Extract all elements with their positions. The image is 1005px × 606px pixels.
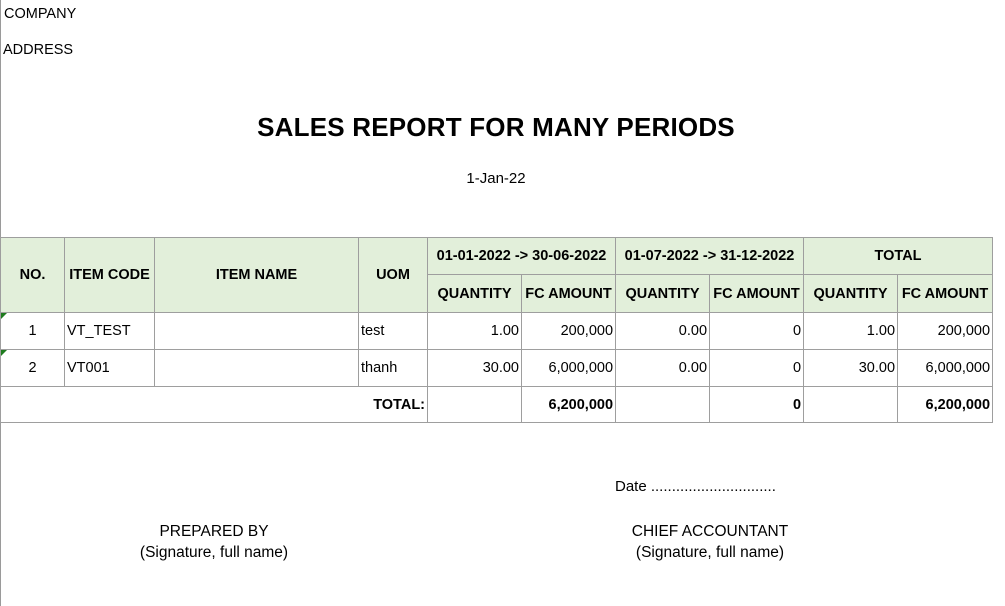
cell-p1-fc-amount[interactable]: 200,000 [520,312,617,350]
col-header-item-code[interactable]: ITEM CODE [64,237,155,313]
cell-no[interactable]: 1 [0,312,65,350]
prepared-by-signature-hint: (Signature, full name) [139,544,289,561]
totals-p2-fc-amount[interactable]: 0 [709,386,805,423]
col-header-period-1[interactable]: 01-01-2022 -> 30-06-2022 [426,237,617,275]
cell-p2-fc-amount[interactable]: 0 [709,312,805,350]
totals-label[interactable]: TOTAL: [0,386,428,423]
report-date: 1-Jan-22 [466,170,526,187]
table-row: 2 VT001 thanh 30.00 6,000,000 0.00 0 30.… [0,349,994,387]
cell-item-code[interactable]: VT_TEST [64,312,155,350]
cell-total-fc-amount[interactable]: 6,000,000 [897,349,994,387]
cell-uom[interactable]: thanh [358,349,428,387]
cell-no[interactable]: 2 [0,349,65,387]
cell-p1-fc-amount[interactable]: 6,000,000 [520,349,617,387]
totals-p1-quantity[interactable] [427,386,522,423]
col-header-no[interactable]: NO. [0,237,65,313]
cell-total-fc-amount[interactable]: 200,000 [897,312,994,350]
prepared-by-block: PREPARED BY (Signature, full name) [114,521,314,563]
col-header-uom[interactable]: UOM [358,237,428,313]
cell-total-quantity[interactable]: 30.00 [803,349,899,387]
cell-p2-quantity[interactable]: 0.00 [615,349,711,387]
table-row: 1 VT_TEST test 1.00 200,000 0.00 0 1.00 … [0,312,994,350]
totals-row: TOTAL: 6,200,000 0 6,200,000 [0,386,994,423]
prepared-by-title: PREPARED BY [159,523,269,540]
col-header-p2-fc-amount[interactable]: FC AMOUNT [709,274,805,313]
col-header-p1-quantity[interactable]: QUANTITY [427,274,522,313]
company-address: ADDRESS [3,42,74,58]
chief-accountant-title: CHIEF ACCOUNTANT [631,523,789,540]
col-header-p1-fc-amount[interactable]: FC AMOUNT [520,274,617,313]
col-header-total[interactable]: TOTAL [803,237,994,275]
cell-item-name[interactable] [154,349,359,387]
col-header-period-2[interactable]: 01-07-2022 -> 31-12-2022 [615,237,805,275]
cell-item-name[interactable] [154,312,359,350]
cell-p2-quantity[interactable]: 0.00 [615,312,711,350]
signing-date-line: Date .............................. [615,478,776,495]
totals-p1-fc-amount[interactable]: 6,200,000 [520,386,617,423]
cell-p1-quantity[interactable]: 30.00 [427,349,522,387]
col-header-total-fc-amount[interactable]: FC AMOUNT [897,274,994,313]
col-header-item-name[interactable]: ITEM NAME [154,237,359,313]
cell-p1-quantity[interactable]: 1.00 [427,312,522,350]
cell-p2-fc-amount[interactable]: 0 [709,349,805,387]
report-title: SALES REPORT FOR MANY PERIODS [257,112,735,142]
totals-total-quantity[interactable] [803,386,899,423]
cell-item-code[interactable]: VT001 [64,349,155,387]
chief-accountant-signature-hint: (Signature, full name) [635,544,785,561]
col-header-p2-quantity[interactable]: QUANTITY [615,274,711,313]
col-header-total-quantity[interactable]: QUANTITY [803,274,899,313]
company-name: COMPANY [4,6,77,22]
chief-accountant-block: CHIEF ACCOUNTANT (Signature, full name) [590,521,830,563]
sales-report-table: NO. ITEM CODE ITEM NAME UOM 01-01-2022 -… [0,237,994,423]
totals-p2-quantity[interactable] [615,386,711,423]
cell-uom[interactable]: test [358,312,428,350]
totals-total-fc-amount[interactable]: 6,200,000 [897,386,994,423]
cell-total-quantity[interactable]: 1.00 [803,312,899,350]
